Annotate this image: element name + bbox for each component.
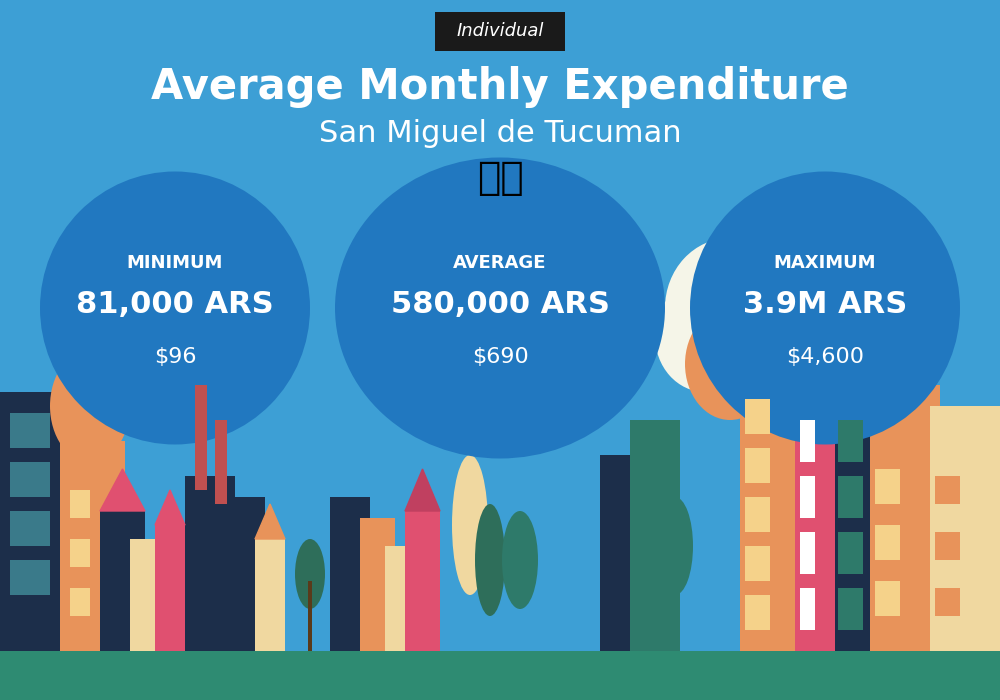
Ellipse shape	[50, 350, 130, 462]
Bar	[745, 399, 770, 434]
Bar	[870, 385, 940, 651]
Text: $96: $96	[154, 347, 196, 367]
Bar	[630, 420, 680, 651]
Bar	[405, 511, 440, 651]
Bar	[835, 357, 875, 651]
Text: AVERAGE: AVERAGE	[453, 253, 547, 272]
Ellipse shape	[475, 504, 505, 616]
Bar	[10, 511, 50, 546]
Bar	[225, 497, 265, 651]
Bar	[800, 588, 815, 630]
Bar	[935, 588, 960, 616]
Bar	[600, 455, 640, 651]
Bar	[385, 546, 415, 651]
Bar	[100, 511, 145, 651]
Ellipse shape	[295, 539, 325, 609]
Text: Individual: Individual	[456, 22, 544, 41]
Bar	[308, 581, 312, 651]
Text: Average Monthly Expenditure: Average Monthly Expenditure	[151, 66, 849, 108]
Bar	[70, 539, 90, 567]
Ellipse shape	[657, 497, 693, 595]
Bar	[0, 651, 1000, 700]
Bar	[215, 420, 227, 504]
Bar	[838, 420, 863, 462]
Bar	[800, 420, 815, 462]
Bar	[838, 588, 863, 630]
Bar	[60, 441, 125, 651]
Bar	[935, 476, 960, 504]
Ellipse shape	[655, 280, 755, 392]
Ellipse shape	[685, 308, 775, 420]
Bar	[0, 392, 70, 651]
Bar	[740, 343, 800, 651]
Bar	[70, 588, 90, 616]
Polygon shape	[405, 469, 440, 511]
Bar	[10, 560, 50, 595]
Bar	[800, 532, 815, 574]
Text: 81,000 ARS: 81,000 ARS	[76, 290, 274, 319]
Text: $4,600: $4,600	[786, 347, 864, 367]
Bar	[255, 539, 285, 651]
Bar	[10, 413, 50, 448]
Bar	[185, 476, 235, 651]
Ellipse shape	[452, 455, 488, 595]
Text: 3.9M ARS: 3.9M ARS	[743, 290, 907, 319]
Bar	[130, 539, 170, 651]
Bar	[195, 385, 207, 490]
Bar	[875, 469, 900, 504]
Bar	[800, 476, 815, 518]
Text: $690: $690	[472, 347, 528, 367]
Bar	[10, 462, 50, 497]
Bar	[935, 532, 960, 560]
Bar	[0, 392, 70, 651]
Polygon shape	[155, 490, 185, 525]
Ellipse shape	[40, 172, 310, 444]
Polygon shape	[255, 504, 285, 539]
Bar	[875, 581, 900, 616]
Ellipse shape	[160, 266, 270, 392]
Ellipse shape	[665, 238, 795, 378]
Bar	[330, 497, 370, 651]
Polygon shape	[100, 469, 145, 511]
Bar	[838, 532, 863, 574]
FancyBboxPatch shape	[435, 12, 565, 51]
Bar	[745, 497, 770, 532]
Bar	[875, 525, 900, 560]
Bar	[155, 525, 185, 651]
Bar	[745, 546, 770, 581]
Bar	[70, 490, 90, 518]
Text: San Miguel de Tucuman: San Miguel de Tucuman	[319, 118, 681, 148]
Bar	[360, 518, 395, 651]
Ellipse shape	[150, 301, 230, 399]
Text: 580,000 ARS: 580,000 ARS	[391, 290, 609, 319]
Ellipse shape	[690, 172, 960, 444]
Bar	[745, 448, 770, 483]
Bar	[745, 595, 770, 630]
Bar	[795, 371, 840, 651]
Bar	[838, 476, 863, 518]
Bar	[930, 406, 1000, 651]
Text: MINIMUM: MINIMUM	[127, 253, 223, 272]
Text: 🇦🇷: 🇦🇷	[477, 160, 523, 197]
Text: MAXIMUM: MAXIMUM	[774, 253, 876, 272]
Ellipse shape	[335, 158, 665, 459]
Ellipse shape	[502, 511, 538, 609]
